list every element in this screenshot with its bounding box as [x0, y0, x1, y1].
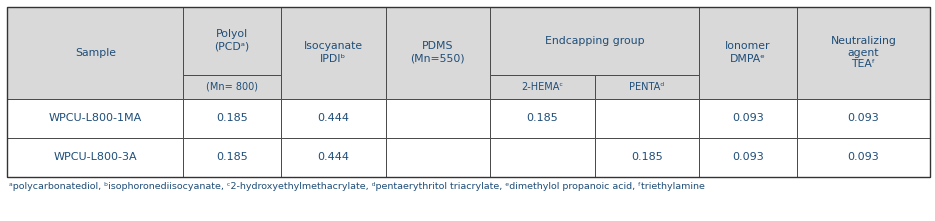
- Text: 0.185: 0.185: [526, 113, 558, 123]
- Bar: [7, 99, 183, 138]
- Bar: [490, 75, 595, 99]
- Bar: [385, 7, 490, 99]
- Text: Sample: Sample: [75, 48, 116, 58]
- Text: 0.444: 0.444: [317, 152, 350, 162]
- Bar: [183, 138, 281, 177]
- Bar: [595, 75, 699, 99]
- Text: 0.185: 0.185: [631, 152, 663, 162]
- Text: Endcapping group: Endcapping group: [545, 36, 644, 46]
- Text: (Mn= 800): (Mn= 800): [206, 82, 258, 92]
- Text: ᵃpolycarbonatediol, ᵇisophoronediisocyanate, ᶜ2-hydroxyethylmethacrylate, ᵈpenta: ᵃpolycarbonatediol, ᵇisophoronediisocyan…: [9, 182, 705, 191]
- Bar: [490, 138, 595, 177]
- Bar: [183, 99, 281, 138]
- Bar: [7, 138, 183, 177]
- Bar: [281, 7, 385, 99]
- Text: 0.185: 0.185: [216, 113, 248, 123]
- Bar: [595, 99, 699, 138]
- Bar: [281, 99, 385, 138]
- Bar: [183, 7, 281, 75]
- Text: 0.093: 0.093: [848, 152, 880, 162]
- Text: 0.093: 0.093: [732, 113, 764, 123]
- Bar: [699, 99, 797, 138]
- Bar: [797, 7, 930, 99]
- Bar: [490, 7, 699, 75]
- Bar: [797, 138, 930, 177]
- Text: 0.185: 0.185: [216, 152, 248, 162]
- Bar: [699, 138, 797, 177]
- Text: 0.093: 0.093: [732, 152, 764, 162]
- Text: Polyol
(PCDᵃ): Polyol (PCDᵃ): [214, 29, 250, 52]
- Text: 0.444: 0.444: [317, 113, 350, 123]
- Text: PENTAᵈ: PENTAᵈ: [629, 82, 665, 92]
- Text: PDMS
(Mn=550): PDMS (Mn=550): [410, 41, 465, 64]
- Bar: [595, 138, 699, 177]
- Bar: [183, 75, 281, 99]
- Bar: [281, 138, 385, 177]
- Bar: [797, 99, 930, 138]
- Text: WPCU-L800-1MA: WPCU-L800-1MA: [49, 113, 142, 123]
- Bar: [385, 138, 490, 177]
- Text: 2-HEMAᶜ: 2-HEMAᶜ: [522, 82, 563, 92]
- Bar: [7, 7, 930, 177]
- Text: Isocyanate
IPDIᵇ: Isocyanate IPDIᵇ: [304, 41, 363, 64]
- Text: 0.093: 0.093: [848, 113, 880, 123]
- Bar: [385, 99, 490, 138]
- Bar: [490, 99, 595, 138]
- Text: WPCU-L800-3A: WPCU-L800-3A: [53, 152, 137, 162]
- Bar: [7, 7, 183, 99]
- Text: Ionomer
DMPAᵉ: Ionomer DMPAᵉ: [726, 41, 770, 64]
- Text: Neutralizing
agent
TEAᶠ: Neutralizing agent TEAᶠ: [830, 36, 897, 69]
- Bar: [699, 7, 797, 99]
